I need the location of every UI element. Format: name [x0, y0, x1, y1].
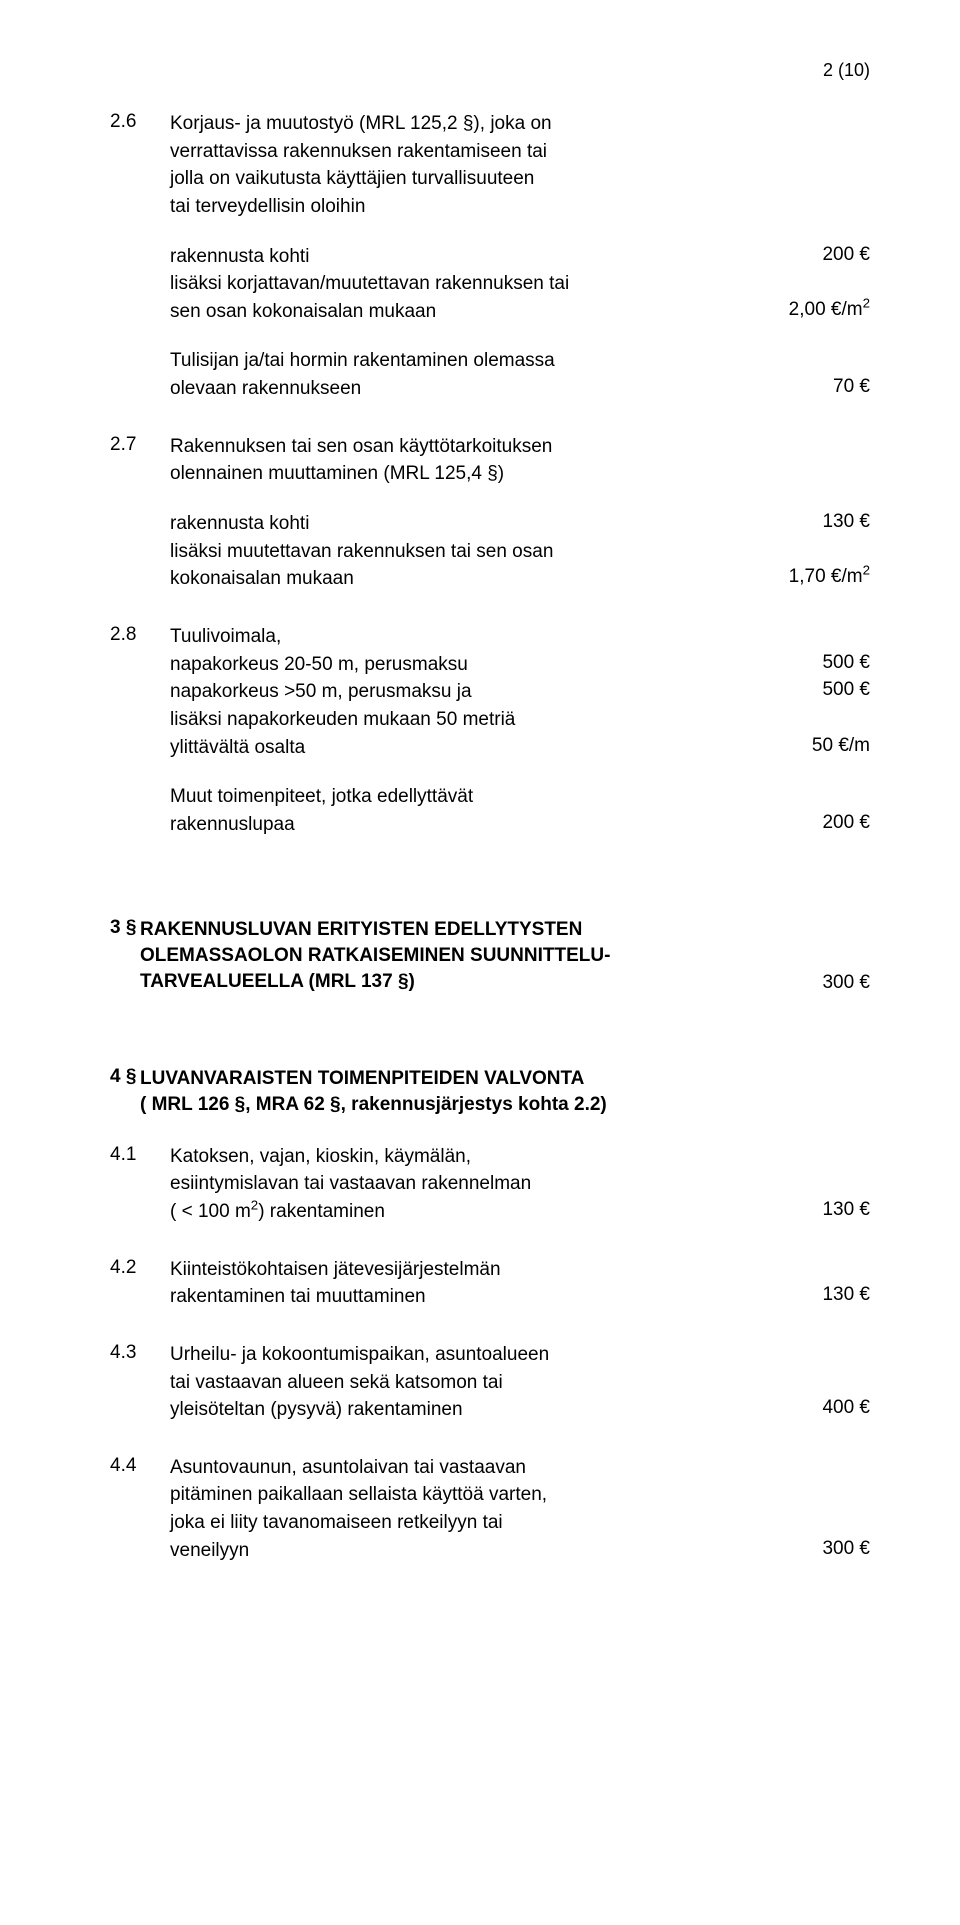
section-number: 2.6 [110, 111, 170, 133]
line-label: Muut toimenpiteet, jotka edellyttävät [170, 784, 760, 810]
line-label: napakorkeus 20-50 m, perusmaksu [170, 652, 760, 678]
body-text: ( < 100 m2) rakentaminen [170, 1199, 760, 1225]
heading-number: 4 § [110, 1066, 140, 1117]
body-text: pitäminen paikallaan sellaista käyttöä v… [170, 1482, 760, 1508]
heading-4: 4 § LUVANVARAISTEN TOIMENPITEIDEN VALVON… [110, 1066, 870, 1117]
section-number: 4.4 [110, 1455, 170, 1477]
line-label: kokonaisalan mukaan [170, 566, 760, 592]
body-text: Katoksen, vajan, kioskin, käymälän, [170, 1144, 760, 1170]
body-text: tai vastaavan alueen sekä katsomon tai [170, 1370, 760, 1396]
heading-line: RAKENNUSLUVAN ERITYISTEN EDELLYTYSTEN [140, 917, 748, 943]
heading-line: ( MRL 126 §, MRA 62 §, rakennusjärjestys… [140, 1092, 748, 1118]
line-label: rakennusta kohti [170, 244, 760, 270]
section-2-8: 2.8 Tuulivoimala, napakorkeus 20-50 m, p… [110, 624, 870, 837]
line-label: lisäksi napakorkeuden mukaan 50 metriä [170, 707, 760, 733]
line-label: sen osan kokonaisalan mukaan [170, 299, 760, 325]
body-text: olennainen muuttaminen (MRL 125,4 §) [170, 461, 760, 487]
price: 70 € [760, 376, 870, 398]
body-text: jolla on vaikutusta käyttäjien turvallis… [170, 166, 760, 192]
heading-text: RAKENNUSLUVAN ERITYISTEN EDELLYTYSTEN OL… [140, 917, 760, 994]
section-4-2: 4.2 Kiinteistökohtaisen jätevesijärjeste… [110, 1257, 870, 1310]
body-text: verrattavissa rakennuksen rakentamiseen … [170, 139, 760, 165]
body-text: tai terveydellisin oloihin [170, 194, 760, 220]
line-label: ylittävältä osalta [170, 735, 760, 761]
price: 500 € [760, 652, 870, 674]
price: 500 € [760, 679, 870, 701]
price: 1,70 €/m2 [760, 566, 870, 588]
heading-line: OLEMASSAOLON RATKAISEMINEN SUUNNITTELU- [140, 943, 748, 969]
section-4-3: 4.3 Urheilu- ja kokoontumispaikan, asunt… [110, 1342, 870, 1423]
body-text: Asuntovaunun, asuntolaivan tai vastaavan [170, 1455, 760, 1481]
body-text: Tuulivoimala, [170, 624, 760, 650]
heading-text: LUVANVARAISTEN TOIMENPITEIDEN VALVONTA (… [140, 1066, 760, 1117]
section-2-7: 2.7 Rakennuksen tai sen osan käyttötarko… [110, 434, 870, 592]
body-text: Kiinteistökohtaisen jätevesijärjestelmän [170, 1257, 760, 1283]
body-text: Rakennuksen tai sen osan käyttötarkoituk… [170, 434, 760, 460]
section-4-4: 4.4 Asuntovaunun, asuntolaivan tai vasta… [110, 1455, 870, 1564]
heading-number: 3 § [110, 917, 140, 994]
section-2-6: 2.6 Korjaus- ja muutostyö (MRL 125,2 §),… [110, 111, 870, 402]
price: 2,00 €/m2 [760, 299, 870, 321]
price: 130 € [760, 1199, 870, 1221]
body-text: rakentaminen tai muuttaminen [170, 1284, 760, 1310]
price: 130 € [760, 1284, 870, 1306]
price: 300 € [760, 1538, 870, 1560]
section-number: 2.8 [110, 624, 170, 646]
section-number: 4.3 [110, 1342, 170, 1364]
price: 300 € [760, 972, 870, 994]
heading-line: TARVEALUEELLA (MRL 137 §) [140, 969, 748, 995]
heading-3: 3 § RAKENNUSLUVAN ERITYISTEN EDELLYTYSTE… [110, 917, 870, 994]
section-number: 4.2 [110, 1257, 170, 1279]
price: 200 € [760, 812, 870, 834]
body-text: yleisöteltan (pysyvä) rakentaminen [170, 1397, 760, 1423]
line-label: Tulisijan ja/tai hormin rakentaminen ole… [170, 348, 760, 374]
price: 130 € [760, 511, 870, 533]
body-text: veneilyyn [170, 1538, 760, 1564]
price: 200 € [760, 244, 870, 266]
price: 50 €/m [760, 735, 870, 757]
body-text: Urheilu- ja kokoontumispaikan, asuntoalu… [170, 1342, 760, 1368]
heading-line: LUVANVARAISTEN TOIMENPITEIDEN VALVONTA [140, 1066, 748, 1092]
line-label: lisäksi muutettavan rakennuksen tai sen … [170, 539, 760, 565]
body-text: Korjaus- ja muutostyö (MRL 125,2 §), jok… [170, 111, 760, 137]
line-label: olevaan rakennukseen [170, 376, 760, 402]
line-label: lisäksi korjattavan/muutettavan rakennuk… [170, 271, 760, 297]
price: 400 € [760, 1397, 870, 1419]
section-4-1: 4.1 Katoksen, vajan, kioskin, käymälän, … [110, 1144, 870, 1225]
line-label: napakorkeus >50 m, perusmaksu ja [170, 679, 760, 705]
body-text: esiintymislavan tai vastaavan rakennelma… [170, 1171, 760, 1197]
section-number: 2.7 [110, 434, 170, 456]
line-label: rakennusta kohti [170, 511, 760, 537]
section-number: 4.1 [110, 1144, 170, 1166]
line-label: rakennuslupaa [170, 812, 760, 838]
page-number: 2 (10) [110, 60, 870, 81]
body-text: joka ei liity tavanomaiseen retkeilyyn t… [170, 1510, 760, 1536]
